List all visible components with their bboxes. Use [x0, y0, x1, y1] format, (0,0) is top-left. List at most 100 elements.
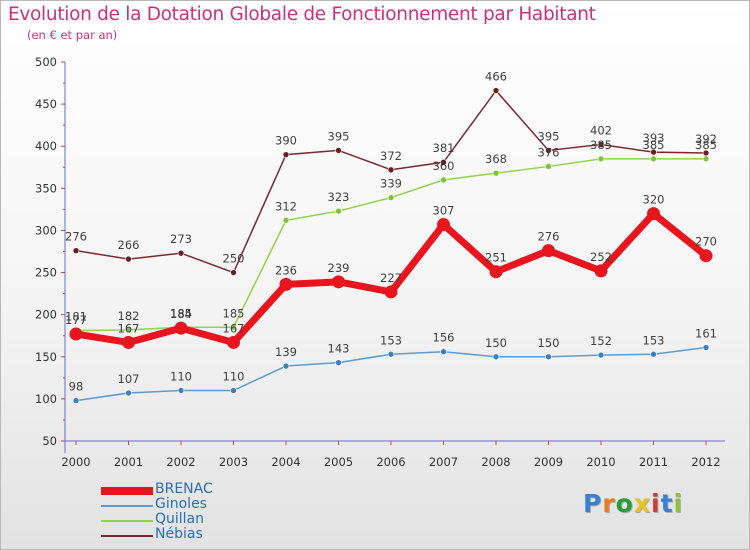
- y-tick-label: 250: [35, 266, 57, 280]
- point-brenac: [437, 218, 450, 232]
- data-label-brenac: 239: [328, 261, 350, 275]
- chart-subtitle: (en € et par an): [27, 28, 118, 42]
- y-tick-label: 300: [35, 223, 57, 237]
- proxiti-logo: Proxiti: [583, 489, 683, 518]
- legend-label: BRENAC: [155, 481, 213, 497]
- data-label-brenac: 177: [65, 313, 87, 327]
- x-tick-label: 2007: [429, 455, 458, 469]
- x-tick-label: 2006: [376, 455, 405, 469]
- data-label-brenac: 320: [643, 193, 665, 207]
- data-label-brenac: 167: [118, 321, 140, 335]
- point-ginoles: [492, 353, 500, 361]
- data-label-brenac: 307: [433, 204, 455, 218]
- point-quillan: [230, 323, 237, 331]
- legend-item-quillan: Quillan: [101, 511, 301, 528]
- point-nébias: [492, 87, 500, 94]
- y-tick-label: 50: [42, 434, 57, 448]
- data-label-ginoles: 110: [170, 369, 192, 383]
- point-quillan: [387, 194, 395, 201]
- data-label-nébias: 392: [695, 132, 717, 146]
- data-label-ginoles: 161: [695, 327, 717, 341]
- data-label-brenac: 184: [170, 307, 192, 321]
- data-label-quillan: 185: [170, 306, 192, 320]
- data-label-nébias: 402: [590, 124, 612, 138]
- data-label-ginoles: 139: [275, 345, 297, 359]
- point-quillan: [440, 176, 447, 184]
- point-nébias: [125, 255, 132, 263]
- y-tick-label: 400: [35, 139, 57, 153]
- data-label-ginoles: 156: [433, 331, 455, 345]
- point-brenac: [384, 285, 398, 299]
- point-brenac: [594, 264, 608, 278]
- point-brenac: [227, 335, 240, 349]
- y-tick-label: 350: [35, 181, 57, 195]
- point-ginoles: [545, 353, 552, 361]
- x-tick-label: 2001: [114, 455, 143, 469]
- data-label-brenac: 227: [380, 271, 402, 285]
- point-ginoles: [597, 351, 605, 359]
- data-label-quillan: 339: [380, 177, 402, 191]
- y-tick-label: 150: [35, 350, 57, 364]
- point-ginoles: [702, 344, 710, 351]
- data-label-quillan: 385: [695, 138, 717, 152]
- point-nébias: [650, 148, 657, 156]
- y-tick-label: 100: [35, 392, 57, 406]
- data-label-quillan: 368: [485, 152, 507, 166]
- data-label-ginoles: 152: [590, 334, 612, 348]
- x-tick-label: 2000: [61, 455, 90, 469]
- legend-item-brenac: BRENAC: [101, 481, 301, 498]
- legend-item-nébias: Nébias: [101, 526, 301, 543]
- data-label-nébias: 372: [380, 149, 402, 163]
- point-ginoles: [440, 348, 447, 356]
- logo-letter: r: [602, 489, 616, 518]
- data-label-ginoles: 110: [223, 369, 245, 383]
- y-tick-label: 500: [35, 55, 57, 69]
- y-tick-label: 450: [35, 97, 57, 111]
- point-quillan: [650, 155, 657, 163]
- point-brenac: [542, 244, 555, 258]
- logo-letter: P: [583, 489, 603, 518]
- point-brenac: [279, 277, 293, 291]
- point-ginoles: [387, 350, 395, 358]
- logo-letter: i: [651, 489, 661, 518]
- data-label-quillan: 385: [643, 138, 665, 152]
- x-tick-label: 2005: [324, 455, 353, 469]
- point-quillan: [335, 207, 342, 215]
- legend-swatch: [101, 519, 153, 522]
- data-label-brenac: 167: [223, 321, 245, 335]
- data-label-nébias: 266: [118, 238, 140, 252]
- data-label-ginoles: 143: [328, 342, 350, 356]
- data-label-brenac: 252: [590, 250, 612, 264]
- point-nébias: [387, 166, 395, 174]
- data-label-quillan: 360: [433, 159, 455, 173]
- x-tick-label: 2010: [586, 455, 615, 469]
- point-ginoles: [282, 362, 290, 370]
- point-brenac: [69, 327, 83, 341]
- point-nébias: [597, 141, 605, 148]
- data-label-quillan: 185: [223, 306, 245, 320]
- data-label-quillan: 385: [590, 138, 612, 152]
- point-brenac: [647, 207, 660, 221]
- point-quillan: [282, 217, 290, 224]
- data-label-nébias: 393: [643, 131, 665, 145]
- legend-label: Ginoles: [155, 496, 207, 512]
- data-label-nébias: 466: [485, 70, 507, 84]
- point-brenac: [332, 275, 345, 289]
- data-label-ginoles: 98: [69, 380, 84, 394]
- point-quillan: [702, 155, 710, 163]
- logo-letter: o: [615, 489, 634, 518]
- chart-legend: BRENAC Ginoles Quillan Nébias: [101, 481, 301, 543]
- x-tick-label: 2002: [166, 455, 195, 469]
- point-nébias: [72, 247, 80, 254]
- point-quillan: [597, 155, 605, 163]
- x-tick-label: 2004: [271, 455, 300, 469]
- point-ginoles: [230, 387, 237, 394]
- point-ginoles: [650, 350, 657, 358]
- point-nébias: [335, 147, 342, 154]
- data-label-ginoles: 107: [118, 372, 140, 386]
- data-label-quillan: 312: [275, 199, 297, 213]
- point-ginoles: [177, 387, 185, 394]
- data-label-brenac: 251: [485, 251, 507, 265]
- point-quillan: [492, 169, 500, 177]
